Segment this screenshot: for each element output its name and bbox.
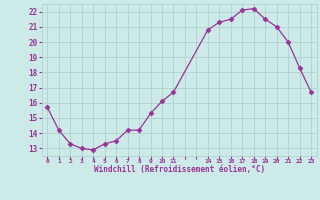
X-axis label: Windchill (Refroidissement éolien,°C): Windchill (Refroidissement éolien,°C) xyxy=(94,165,265,174)
